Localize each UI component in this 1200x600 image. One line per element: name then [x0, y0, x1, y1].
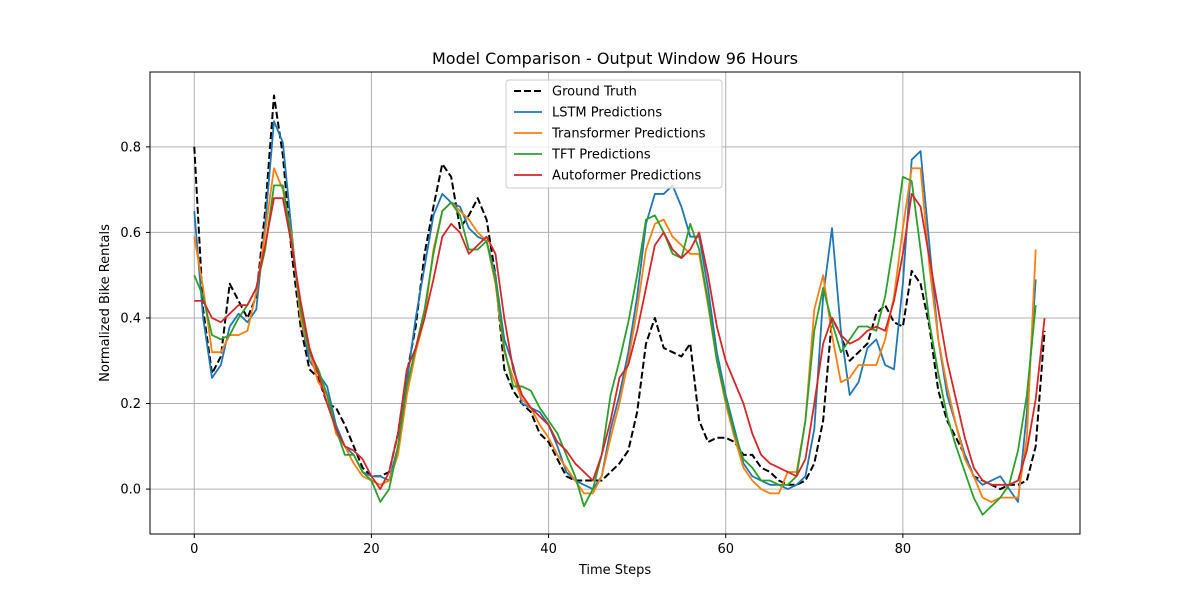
y-tick-label: 0.8 [120, 140, 141, 155]
legend-label-ground-truth: Ground Truth [552, 85, 637, 100]
series-line-tft-predictions [193, 175, 1037, 516]
legend-label-autoformer-predictions: Autoformer Predictions [552, 169, 702, 184]
series-line-transformer-predictions [193, 167, 1037, 503]
y-tick-label: 0.0 [120, 483, 141, 498]
x-tick-label: 20 [363, 542, 380, 557]
series-line-autoformer-predictions [194, 193, 1046, 490]
legend-box [505, 79, 723, 189]
plot-area-frame [149, 71, 1081, 535]
x-tick-label: 60 [717, 542, 734, 557]
x-tick-label: 40 [540, 542, 557, 557]
y-tick-label: 0.2 [120, 397, 141, 412]
y-tick-label: 0.4 [120, 311, 141, 326]
series-lines [193, 94, 1046, 516]
legend: Ground Truth LSTM Predictions Transformer … [505, 79, 723, 189]
x-tick-label: 80 [895, 542, 912, 557]
legend-label-lstm-predictions: LSTM Predictions [552, 106, 662, 121]
chart-title: Model Comparison - Output Window 96 Hour… [432, 49, 798, 68]
y-axis-label: Normalized Bike Rentals [98, 224, 113, 382]
axis-ticks: 0 20 40 60 80 0.0 0.2 0.4 0.6 0.8 [120, 140, 911, 557]
x-axis-label: Time Steps [578, 563, 652, 578]
x-tick-label: 0 [190, 542, 198, 557]
series-line-ground-truth [193, 94, 1046, 491]
y-tick-label: 0.6 [120, 226, 141, 241]
series-line-lstm-predictions [193, 120, 1037, 503]
legend-label-transformer-predictions: Transformer Predictions [551, 127, 706, 142]
legend-label-tft-predictions: TFT Predictions [551, 148, 651, 163]
